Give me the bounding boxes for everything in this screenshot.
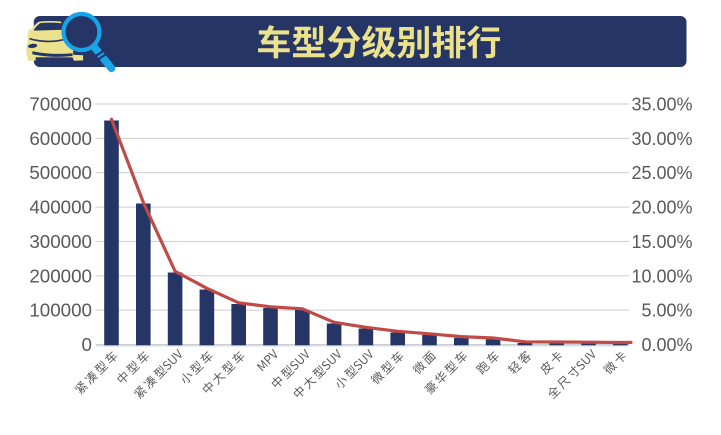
svg-text:400000: 400000	[29, 197, 92, 218]
svg-text:500000: 500000	[29, 162, 92, 183]
svg-text:0: 0	[82, 334, 92, 355]
svg-text:25.00%: 25.00%	[631, 163, 692, 183]
svg-text:200000: 200000	[29, 265, 92, 286]
svg-text:300000: 300000	[29, 231, 92, 252]
svg-text:600000: 600000	[29, 128, 92, 149]
svg-text:100000: 100000	[29, 300, 92, 321]
svg-text:30.00%: 30.00%	[631, 129, 692, 149]
svg-text:0.00%: 0.00%	[641, 335, 692, 355]
svg-text:10.00%: 10.00%	[631, 266, 692, 286]
svg-text:5.00%: 5.00%	[641, 301, 692, 321]
svg-text:20.00%: 20.00%	[631, 198, 692, 218]
svg-text:35.00%: 35.00%	[631, 95, 692, 115]
svg-text:700000: 700000	[29, 94, 92, 115]
svg-text:15.00%: 15.00%	[631, 232, 692, 252]
